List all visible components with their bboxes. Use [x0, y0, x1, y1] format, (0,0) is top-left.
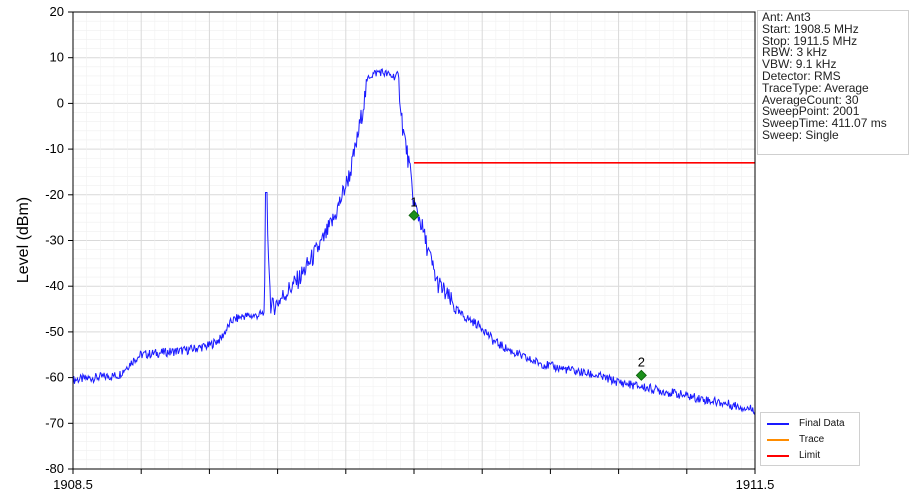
y-tick-label: -50 — [45, 324, 64, 339]
marker-label-1: 1 — [410, 194, 417, 209]
info-line-average-count: AverageCount: 30 — [762, 92, 859, 107]
marker-label-2: 2 — [638, 354, 645, 369]
marker-1 — [408, 209, 420, 221]
info-line-antenna: Ant: Ant3 — [762, 10, 811, 24]
y-tick-label: -70 — [45, 415, 64, 430]
y-tick-label: -80 — [45, 461, 64, 476]
info-line-detector: Detector: RMS — [762, 68, 841, 83]
legend-label-trace: Trace — [799, 434, 825, 445]
legend: Final Data Trace Limit — [760, 412, 860, 466]
legend-label-limit: Limit — [799, 450, 821, 461]
legend-label-final-data: Final Data — [799, 418, 845, 429]
series-layer — [72, 68, 756, 415]
legend-swatch-final-data — [767, 423, 789, 425]
legend-swatch-limit — [767, 455, 789, 457]
y-tick-label: -20 — [45, 187, 64, 202]
y-tick-label: -60 — [45, 370, 64, 385]
legend-item-final-data: Final Data — [767, 417, 859, 431]
settings-info-box: Ant: Ant3 Start: 1908.5 MHz Stop: 1911.5… — [757, 10, 909, 155]
y-axis-title: Level (dBm) — [15, 197, 32, 283]
legend-item-limit: Limit — [767, 449, 859, 463]
marker-2 — [635, 369, 647, 381]
y-tick-label: 20 — [50, 4, 64, 19]
info-line-rbw: RBW: 3 kHz — [762, 45, 828, 60]
grid — [72, 11, 756, 470]
x-tick-label: 1908.5 — [53, 477, 93, 492]
y-tick-label: -30 — [45, 233, 64, 248]
series-line-final-data — [72, 68, 756, 415]
legend-swatch-trace — [767, 439, 789, 441]
info-line-sweep-point: SweepPoint: 2001 — [762, 104, 860, 119]
info-line-start: Start: 1908.5 MHz — [762, 21, 859, 36]
markers: 12 — [408, 194, 647, 381]
info-line-trace-type: TraceType: Average — [762, 80, 869, 95]
info-line-sweep-mode: Sweep: Single — [762, 127, 839, 142]
legend-item-trace: Trace — [767, 433, 859, 447]
y-tick-label: 10 — [50, 50, 64, 65]
x-tick-label: 1911.5 — [736, 477, 775, 492]
info-line-sweep-time: SweepTime: 411.07 ms — [762, 116, 887, 131]
info-line-vbw: VBW: 9.1 kHz — [762, 57, 837, 72]
y-tick-label: -40 — [45, 278, 64, 293]
plot-frame — [72, 11, 756, 470]
info-line-stop: Stop: 1911.5 MHz — [762, 33, 858, 48]
y-tick-label: 0 — [57, 95, 64, 110]
y-tick-label: -10 — [45, 141, 64, 156]
